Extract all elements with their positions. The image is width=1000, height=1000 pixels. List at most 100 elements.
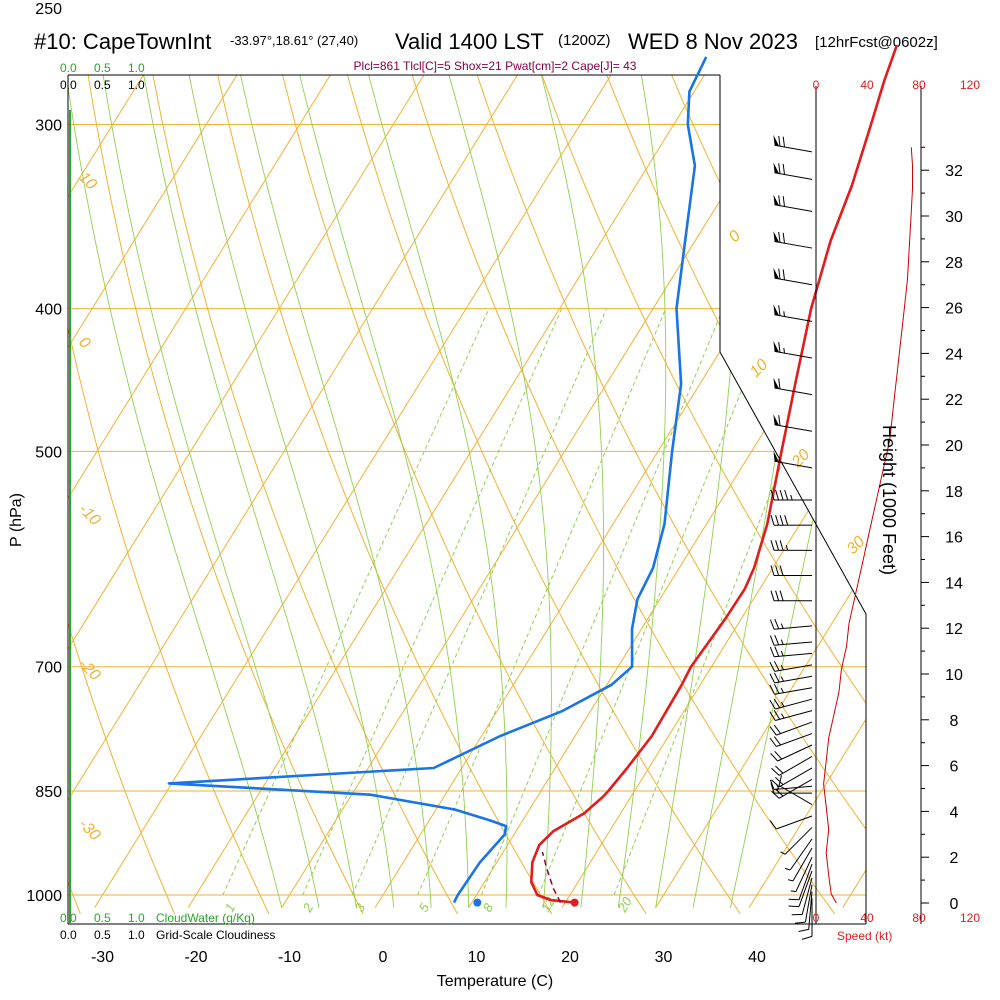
isotherm-line: [68, 75, 576, 908]
speed-tick-bottom: 0: [813, 911, 820, 925]
wind-barb-staff: [804, 884, 813, 923]
speed-axis-label: Speed (kt): [837, 929, 892, 943]
isotherm-line: [68, 75, 296, 908]
wind-barb-feather: [778, 378, 781, 390]
station-coords: -33.97°,18.61° (27,40): [230, 33, 358, 48]
moist-adiabat: [171, 75, 395, 908]
wind-barb-feather: [798, 928, 809, 932]
dry-adiabat: [68, 75, 270, 915]
wind-barb-staff: [777, 744, 813, 762]
wind-barb-feather: [771, 779, 780, 788]
wind-barb-staff: [774, 314, 813, 322]
wind-barb-feather: [770, 565, 775, 576]
axes: -30 -20 -10 0 10 20 30 402503004005007008501000…: [26, 1, 766, 966]
dewpoint-line: [167, 56, 708, 904]
wind-barb-feather: [784, 515, 789, 526]
height-tick-label: 30: [945, 209, 963, 226]
wind-barb-feather: [769, 661, 776, 672]
wind-barb-pennant: [773, 231, 780, 243]
wind-barb: [773, 194, 813, 212]
wind-barb-staff: [778, 767, 813, 788]
moist-adiabat: [516, 75, 605, 908]
wind-barb: [769, 721, 813, 736]
isotherm-label: 10: [747, 356, 772, 381]
cloud-tick-bottom-black: 1.0: [128, 928, 145, 942]
wind-barb-feather: [778, 231, 781, 243]
cloud-tick-bottom-black: 0.5: [94, 928, 111, 942]
wind-barb-feather: [779, 540, 784, 551]
wind-barb-feather: [778, 135, 781, 147]
isotherm-line: [68, 75, 389, 908]
isotherm-label: 0: [75, 334, 93, 352]
height-tick-label: 6: [950, 759, 959, 776]
wind-barb-pennant: [773, 377, 780, 389]
wind-barb: [773, 231, 813, 249]
wind-barb-feather: [775, 590, 780, 601]
wind-barb: [773, 414, 813, 432]
moist-adiabat: [617, 75, 667, 908]
wind-barb: [770, 489, 813, 501]
cloudiness-label: Grid-Scale Cloudiness: [156, 928, 275, 942]
x-axis-label: Temperature (C): [437, 973, 553, 990]
wind-barb-feather: [801, 935, 813, 940]
wind-barb: [770, 565, 813, 577]
wind-barb-half-feather: [778, 457, 781, 463]
wind-barb-feather: [775, 515, 780, 526]
mixing-ratio-line: [222, 308, 490, 896]
wind-barb: [771, 778, 813, 799]
x-tick-label: 40: [748, 949, 766, 966]
wind-barb-half-feather: [780, 851, 786, 855]
cloud-tick-bottom-black: 0.0: [60, 928, 77, 942]
sounding-series: [167, 44, 899, 907]
wind-barb-pennant: [773, 194, 780, 206]
wind-barb-feather: [782, 164, 785, 175]
isotherm-line: [68, 75, 202, 908]
cloud-tick-bottom-green: 0.5: [94, 911, 111, 925]
forecast-info: [12hrFcst@0602z]: [815, 34, 938, 51]
wind-barb-pennant: [773, 162, 780, 174]
wind-barb-staff: [778, 778, 813, 799]
cloud-tick-top-black: 0.5: [94, 78, 111, 92]
wind-barb-feather: [769, 635, 775, 646]
wind-barb-feather: [774, 635, 780, 646]
wind-barb-feather: [778, 195, 781, 206]
wind-barb-feather: [779, 565, 784, 576]
height-tick-label: 24: [945, 346, 963, 363]
utc-time: (1200Z): [558, 32, 611, 49]
speed-tick-top: 80: [912, 78, 926, 92]
wind-barb-feather: [775, 777, 784, 785]
y-axis-label: P (hPa): [8, 493, 25, 547]
height-tick-label: 10: [945, 667, 963, 684]
dry-adiabat: [260, 75, 647, 915]
wind-barb-feather: [779, 590, 784, 601]
wind-barb-feather: [773, 736, 781, 746]
wind-barb-feather: [769, 646, 775, 657]
isotherm-line: [94, 75, 670, 908]
surface-dewpoint-marker: [473, 898, 482, 907]
mixing-ratio-line: [351, 308, 608, 896]
isotherm-line: [748, 75, 866, 908]
height-tick-label: 32: [945, 163, 963, 180]
wind-barb-half-feather: [780, 687, 785, 694]
wind-barb-feather: [778, 775, 782, 786]
wind-barb-feather: [778, 163, 781, 174]
pressure-tick-label: 1000: [26, 888, 62, 905]
wind-barb-half-feather: [787, 879, 794, 882]
wind-barb-staff: [774, 277, 813, 286]
station-title: #10: CapeTownInt: [34, 29, 211, 54]
stability-indices: Plcl=861 Tlcl[C]=5 Shox=21 Pwat[cm]=2 Ca…: [354, 59, 637, 73]
wind-barb-half-feather: [785, 545, 789, 551]
wind-barb-feather: [769, 726, 777, 736]
dry-adiabat: [385, 75, 836, 915]
pressure-tick-label: 850: [35, 784, 62, 801]
wind-barb-pennant: [773, 450, 780, 463]
cloud-tick-top-green: 1.0: [128, 61, 145, 75]
wind-barb: [769, 683, 813, 695]
wind-barb: [773, 450, 813, 469]
wind-barb: [769, 635, 813, 646]
wind-barb-feather: [770, 752, 778, 762]
wind-barb-feather: [784, 489, 789, 501]
wind-barb-half-feather: [783, 311, 785, 317]
dry-adiabat: [820, 75, 866, 915]
